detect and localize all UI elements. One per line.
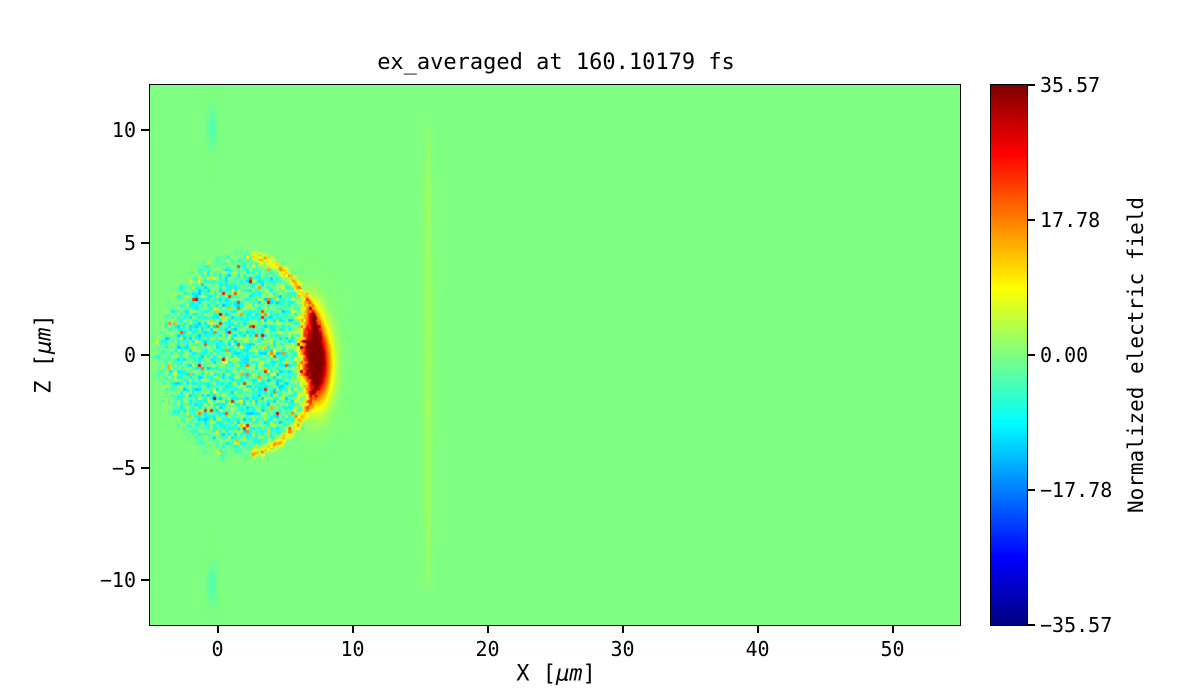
- y-tick-label: 0: [123, 343, 136, 367]
- x-axis-label-close: ]: [582, 661, 596, 687]
- y-tick-label: 10: [111, 118, 136, 142]
- y-tick-mark: [141, 354, 149, 356]
- colorbar-tick-mark: [1028, 488, 1035, 491]
- heatmap-canvas: [150, 85, 960, 625]
- colorbar-tick-label: 17.78: [1040, 208, 1101, 233]
- colorbar-tick-mark: [1028, 84, 1035, 86]
- x-tick-label: 20: [475, 637, 500, 661]
- x-tick-mark: [486, 625, 489, 633]
- colorbar: [990, 84, 1028, 626]
- colorbar-tick-label: −35.57: [1040, 613, 1113, 637]
- x-tick-mark: [891, 625, 894, 633]
- x-tick-label: 50: [880, 637, 905, 661]
- colorbar-tick-mark: [1028, 354, 1035, 356]
- chart-title: ex_averaged at 160.10179 fs: [377, 50, 735, 75]
- y-tick-label: 5: [123, 230, 136, 255]
- x-tick-mark: [351, 625, 354, 633]
- x-tick-mark: [216, 625, 219, 633]
- x-axis-label-text: X [: [516, 661, 556, 687]
- x-axis-label: X [μm]: [516, 662, 596, 687]
- colorbar-tick-label: 35.57: [1040, 73, 1101, 97]
- x-tick-label: 30: [610, 637, 635, 661]
- colorbar-tick-label: 0.00: [1040, 343, 1089, 367]
- x-tick-label: 40: [745, 637, 770, 661]
- y-tick-label: −5: [111, 455, 136, 480]
- colorbar-tick-mark: [1028, 624, 1035, 626]
- y-tick-mark: [141, 241, 149, 244]
- x-tick-label: 10: [340, 637, 365, 661]
- colorbar-canvas: [991, 85, 1027, 625]
- y-tick-mark: [141, 129, 149, 131]
- x-tick-label: 0: [211, 637, 224, 661]
- y-tick-label: −10: [99, 568, 136, 592]
- x-axis-unit: μm: [556, 661, 583, 687]
- colorbar-tick-label: −17.78: [1040, 477, 1113, 502]
- y-tick-mark: [141, 579, 149, 581]
- x-tick-mark: [621, 625, 624, 633]
- colorbar-tick-mark: [1028, 219, 1035, 222]
- plot-area: [149, 84, 961, 626]
- y-tick-mark: [141, 466, 149, 469]
- x-tick-mark: [756, 625, 759, 633]
